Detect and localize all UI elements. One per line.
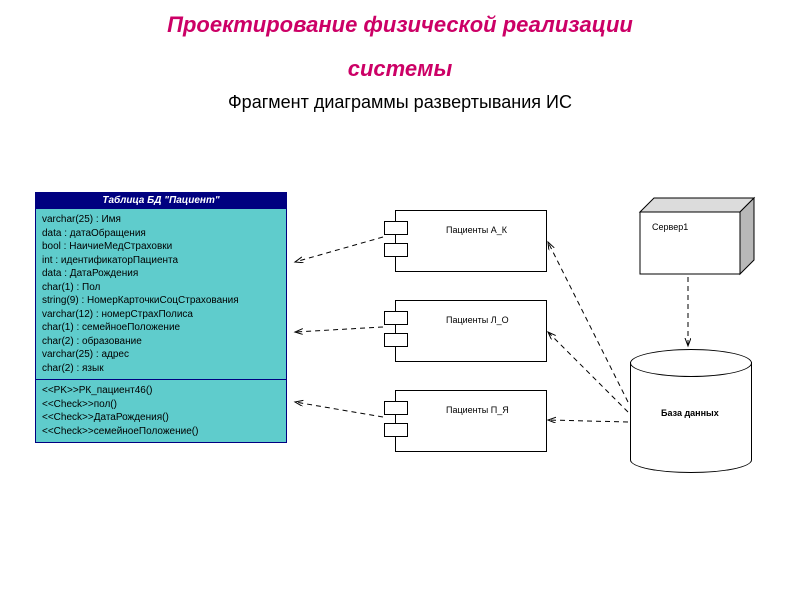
db-constraint-row: <<Check>>семейноеПоложение() [42, 425, 280, 439]
server-cube-face [640, 212, 740, 274]
db-attribute-row: char(1) : Пол [42, 281, 280, 295]
db-table-attributes: varchar(25) : Имяdata : датаОбращенияboo… [36, 208, 286, 379]
db-constraint-row: <<Check>>пол() [42, 398, 280, 412]
db-table-header: Таблица БД "Пациент" [36, 193, 286, 208]
component-node: Пациенты П_Я [395, 390, 547, 452]
db-constraint-row: <<PK>>РК_пациент46() [42, 384, 280, 398]
server-label: Сервер1 [652, 222, 688, 232]
main-title-line1: Проектирование физической реализации [0, 12, 800, 38]
db-attribute-row: int : идентификаторПациента [42, 254, 280, 268]
component-tab-icon [384, 401, 408, 415]
component-tab-icon [384, 423, 408, 437]
db-attribute-row: varchar(12) : номерСтрахПолиса [42, 308, 280, 322]
db-attribute-row: char(1) : семейноеПоложение [42, 321, 280, 335]
dependency-arrow [548, 242, 628, 402]
component-label: Пациенты Л_О [446, 315, 509, 325]
database-label: База данных [661, 408, 719, 418]
main-title-line2: системы [0, 56, 800, 82]
component-label: Пациенты А_К [446, 225, 507, 235]
db-table-constraints: <<PK>>РК_пациент46()<<Check>>пол()<<Chec… [36, 379, 286, 442]
db-attribute-row: char(2) : язык [42, 362, 280, 376]
db-attribute-row: string(9) : НомерКарточкиСоцСтрахования [42, 294, 280, 308]
component-tab-icon [384, 243, 408, 257]
component-node: Пациенты Л_О [395, 300, 547, 362]
database-cylinder: База данных [630, 362, 752, 473]
db-table-patient: Таблица БД "Пациент" varchar(25) : Имяda… [35, 192, 287, 443]
subtitle: Фрагмент диаграммы развертывания ИС [0, 92, 800, 113]
dependency-arrow [295, 237, 383, 262]
component-tab-icon [384, 311, 408, 325]
db-attribute-row: varchar(25) : Имя [42, 213, 280, 227]
db-attribute-row: bool : НаичиеМедСтраховки [42, 240, 280, 254]
db-constraint-row: <<Check>>ДатаРождения() [42, 411, 280, 425]
component-label: Пациенты П_Я [446, 405, 509, 415]
component-node: Пациенты А_К [395, 210, 547, 272]
db-attribute-row: varchar(25) : адрес [42, 348, 280, 362]
component-tab-icon [384, 333, 408, 347]
db-attribute-row: data : ДатаРождения [42, 267, 280, 281]
dependency-arrow [295, 402, 383, 417]
db-attribute-row: data : датаОбращения [42, 227, 280, 241]
server-cube-face [740, 198, 754, 274]
db-attribute-row: char(2) : образование [42, 335, 280, 349]
dependency-arrow [548, 332, 628, 412]
cylinder-top-ellipse [630, 349, 752, 377]
dependency-arrow [548, 420, 628, 422]
dependency-arrow [295, 327, 383, 332]
server-cube-face [640, 198, 754, 212]
component-tab-icon [384, 221, 408, 235]
